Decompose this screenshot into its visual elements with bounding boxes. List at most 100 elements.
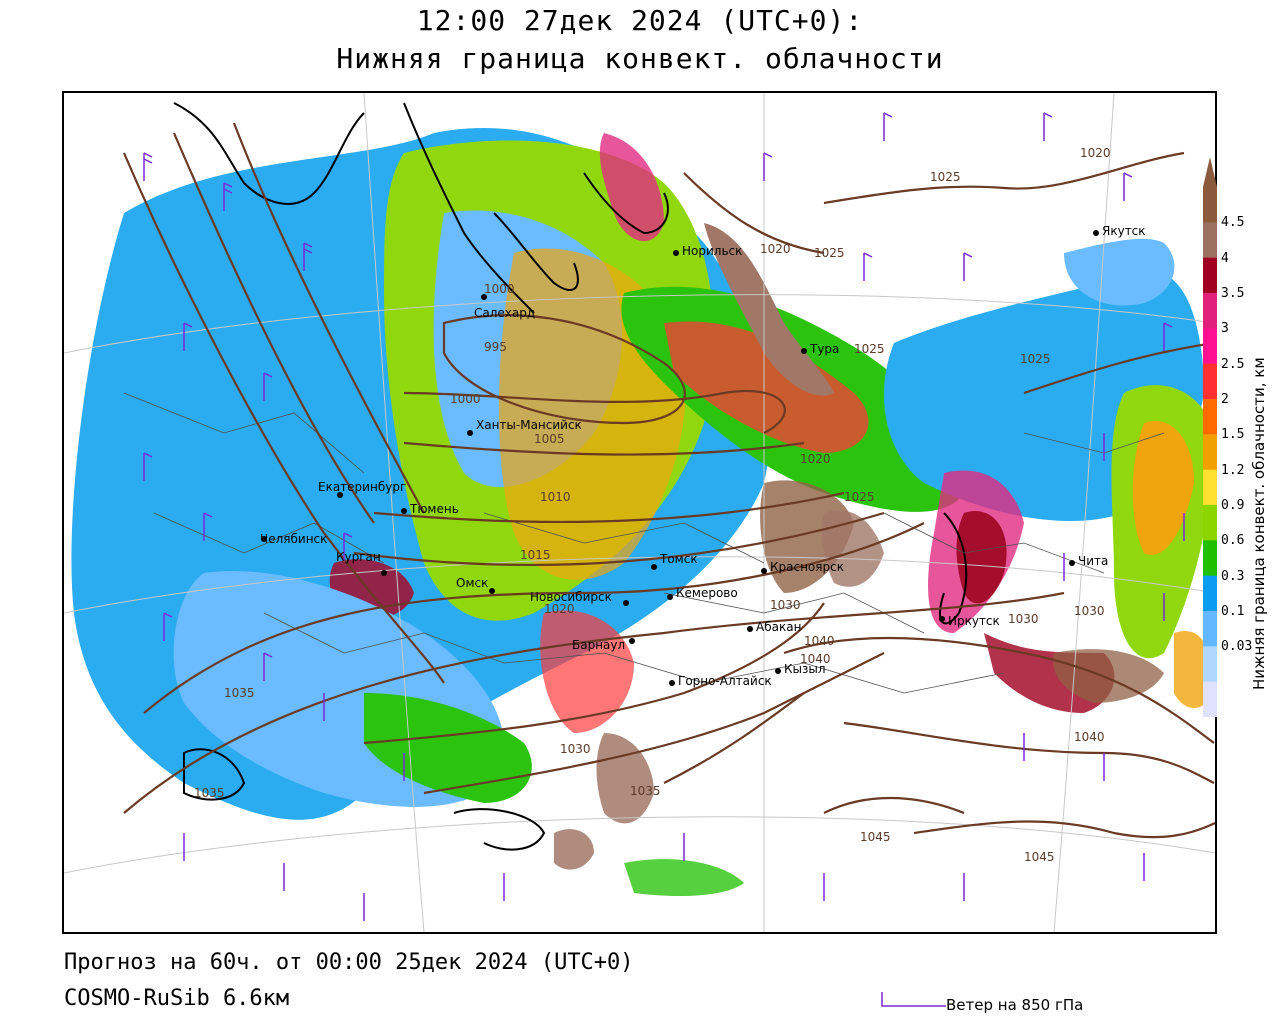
colorbar-swatch (1203, 399, 1217, 435)
colorbar-swatch (1203, 363, 1217, 400)
isobar-label: 1030 (560, 742, 591, 756)
colorbar-swatch (1203, 328, 1217, 365)
colorbar-swatch (1203, 187, 1217, 223)
city-marker (669, 680, 675, 686)
colorbar-swatch (1203, 469, 1217, 506)
colorbar-tick-label: 3.5 (1221, 286, 1245, 301)
city-marker (761, 568, 767, 574)
coastline-layer (173, 102, 968, 851)
colorbar-swatch (1203, 646, 1217, 683)
city-label-chita: Чита (1078, 554, 1108, 568)
isobar-label: 1040 (800, 652, 831, 666)
isobar-label: 1030 (770, 598, 801, 612)
isobar-label: 1020 (1080, 146, 1111, 160)
city-label-irkutsk: Иркутск (948, 614, 1000, 628)
city-marker (629, 638, 635, 644)
isobar-label: 1045 (1024, 850, 1055, 864)
city-marker (467, 430, 473, 436)
colorbar-swatch (1203, 293, 1217, 329)
colorbar-swatch (1203, 222, 1217, 259)
city-label-yekaterinburg: Екатеринбург (318, 480, 406, 494)
city-marker (1093, 230, 1099, 236)
colorbar-swatch (1203, 257, 1217, 294)
city-label-kemerovo: Кемерово (676, 586, 738, 600)
colorbar-swatch (1203, 575, 1217, 612)
isobar-label: 1030 (1074, 604, 1105, 618)
city-marker (651, 564, 657, 570)
city-marker (261, 536, 267, 542)
city-label-novosibirsk: Новосибирск (530, 590, 612, 604)
isobar-label: 1035 (630, 784, 661, 798)
isobar-label: 1025 (844, 490, 875, 504)
isobar-label: 1025 (1020, 352, 1051, 366)
map-title-parameter: Нижняя граница конвект. облачности (336, 42, 944, 75)
city-label-abakan: Абакан (756, 620, 801, 634)
isobar-label: 1040 (804, 634, 835, 648)
city-marker (623, 600, 629, 606)
isobar-label: 1025 (930, 170, 961, 184)
colorbar (1203, 157, 1217, 718)
city-label-norilsk: Норильск (682, 244, 742, 258)
city-label-barnaul: Барнаул (572, 638, 625, 652)
isobar-layer (122, 122, 1215, 839)
isobar-label: 1025 (814, 246, 845, 260)
colorbar-swatch (1203, 681, 1217, 718)
colorbar-swatch (1203, 505, 1217, 541)
isobar-label: 1010 (540, 490, 571, 504)
colorbar-tick-label: 4 (1221, 250, 1229, 266)
colorbar-tick-label: 1.2 (1221, 462, 1245, 478)
cloud-field-layer (71, 127, 1214, 896)
colorbar-tick-label: 1.5 (1221, 427, 1245, 443)
isobar-label: 1040 (1074, 730, 1105, 744)
colorbar-swatch (1203, 540, 1217, 577)
graticule (64, 93, 1215, 932)
city-marker (801, 348, 807, 354)
colorbar-tick-label: 0.03 (1221, 639, 1253, 655)
colorbar-tick-label: 0.6 (1221, 533, 1245, 549)
colorbar-swatch (1203, 611, 1217, 647)
isobar-label: 1045 (860, 830, 891, 844)
city-label-khanty-mansiysk: Ханты-Мансийск (476, 418, 582, 432)
colorbar-tick-label: 2 (1221, 392, 1229, 407)
city-marker (775, 668, 781, 674)
city-marker (747, 626, 753, 632)
weather-map: 1020 1025 1020 1025 1025 1025 1000 995 1… (62, 91, 1217, 934)
city-label-yakutsk: Якутск (1102, 224, 1146, 238)
isobar-labels: 1020 1025 1020 1025 1025 1025 1000 995 1… (194, 146, 1111, 864)
isobar-label: 1005 (534, 432, 565, 446)
city-label-salekhard: Салехард (474, 306, 535, 320)
city-marker (667, 594, 673, 600)
colorbar-tick-label: 0.9 (1221, 498, 1245, 513)
colorbar-tick-label: 2.5 (1221, 356, 1245, 372)
colorbar-swatches (1203, 157, 1217, 718)
forecast-info: Прогноз на 60ч. от 00:00 25дек 2024 (UTC… (64, 950, 634, 975)
isobar-label: 995 (484, 340, 507, 354)
city-marker (939, 616, 945, 622)
isobar-label: 1015 (520, 548, 551, 562)
isobar-label: 1000 (450, 392, 481, 406)
city-label-chelyabinsk: Челябинск (260, 532, 327, 546)
city-marker (1069, 560, 1075, 566)
map-title-datetime: 12:00 27дек 2024 (UTC+0): (416, 4, 864, 37)
colorbar-title: Нижняя граница конвект. облачности, км (1250, 357, 1268, 690)
city-marker (381, 570, 387, 576)
wind-barb-key-icon (881, 992, 946, 1007)
wind-key-label: Ветер на 850 гПа (946, 996, 1084, 1014)
city-marker (337, 492, 343, 498)
city-label-kyzyl: Кызыл (784, 662, 826, 676)
colorbar-tick-label: 0.3 (1221, 568, 1245, 584)
isobar-label: 1020 (760, 242, 791, 256)
isobar-label: 1025 (854, 342, 885, 356)
city-label-tyumen: Тюмень (409, 502, 459, 516)
city-layer: Норильск Салехард Тура Якутск Ханты-Манс… (260, 224, 1146, 688)
isobar-label: 1020 (544, 602, 575, 616)
city-label-tomsk: Томск (659, 552, 698, 566)
wind-barbs-layer (143, 112, 1185, 921)
city-label-kurgan: Курган (336, 550, 381, 564)
isobar-label: 1035 (224, 686, 255, 700)
city-label-omsk: Омск (456, 576, 488, 590)
isobar-label: 1020 (800, 452, 831, 466)
city-label-krasnoyarsk: Красноярск (770, 560, 844, 574)
map-canvas: 1020 1025 1020 1025 1025 1025 1000 995 1… (64, 93, 1215, 932)
city-label-tura: Тура (809, 342, 839, 356)
